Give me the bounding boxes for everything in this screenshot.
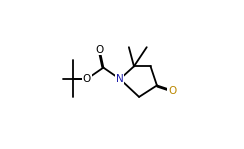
- Text: O: O: [95, 45, 104, 55]
- Text: O: O: [83, 74, 91, 84]
- Text: O: O: [168, 86, 176, 96]
- Text: N: N: [116, 74, 124, 84]
